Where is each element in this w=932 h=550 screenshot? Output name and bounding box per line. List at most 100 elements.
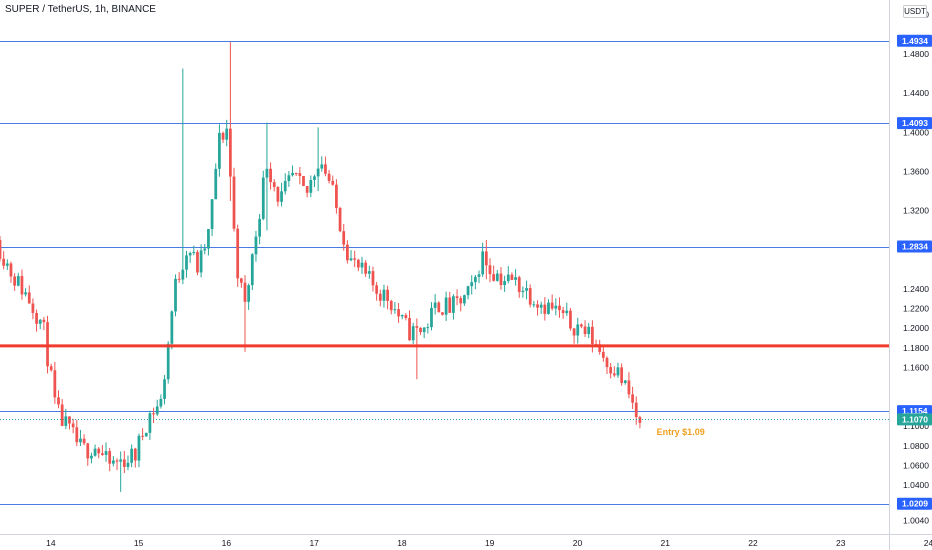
candle-body	[576, 324, 580, 336]
entry-annotation: Entry $1.09	[657, 427, 705, 437]
candle-body	[397, 309, 400, 317]
time-tick-label: 22	[748, 538, 758, 548]
candle-body	[590, 326, 594, 345]
candle-body	[463, 295, 466, 304]
price-badge-label: 1.4093	[902, 118, 928, 128]
candle-body	[499, 273, 503, 286]
candle-body	[623, 380, 627, 383]
candle-body	[324, 164, 327, 174]
candle-body	[269, 168, 272, 183]
candle-body	[444, 297, 448, 315]
time-tick-label: 19	[485, 538, 495, 548]
candle-body	[437, 302, 441, 313]
candle-body	[455, 296, 459, 299]
candle-body	[93, 448, 97, 456]
candle-body	[166, 343, 170, 380]
price-tick-label: 1.0600	[903, 460, 929, 470]
candle-body	[583, 326, 587, 335]
candle-body	[378, 293, 382, 301]
candle-body	[601, 351, 605, 358]
candle-body	[484, 251, 488, 266]
price-tick-label: 1.2200	[903, 304, 929, 314]
time-tick-label: 14	[46, 538, 56, 548]
candle-body	[367, 271, 371, 274]
candle-body	[207, 229, 210, 249]
candle-body	[199, 250, 203, 273]
price-badge-label: 1.4934	[902, 36, 928, 46]
price-tick-label: 1.0040	[903, 515, 929, 525]
candle-body	[101, 453, 104, 455]
candle-body	[0, 240, 2, 259]
candle-body	[543, 304, 547, 314]
time-tick-label: 16	[222, 538, 232, 548]
candle-body	[181, 269, 185, 280]
candles	[0, 42, 642, 492]
candle-body	[550, 302, 554, 309]
candle-body	[57, 397, 60, 405]
candle-body	[408, 317, 411, 341]
candle-body	[539, 304, 543, 308]
candle-body	[228, 128, 232, 177]
candle-body	[356, 259, 360, 268]
candle-body	[349, 258, 353, 261]
candle-body	[86, 443, 90, 459]
candle-body	[155, 406, 159, 415]
candle-body	[111, 460, 115, 464]
candle-body	[188, 253, 192, 256]
candle-body	[243, 282, 247, 302]
candle-body	[547, 302, 550, 314]
candle-body	[466, 286, 470, 296]
price-badge	[897, 413, 932, 426]
candle-body	[148, 413, 152, 433]
currency-selector[interactable]: USDT	[903, 5, 927, 18]
candle-body	[82, 438, 86, 444]
candle-body	[609, 367, 613, 374]
candle-body	[174, 278, 177, 312]
candle-body	[525, 288, 528, 291]
candle-body	[239, 278, 243, 283]
candle-body	[130, 448, 134, 463]
candle-body	[470, 282, 474, 287]
candle-body	[97, 448, 101, 454]
candle-body	[353, 258, 357, 260]
price-tick-label: 1.4800	[903, 49, 929, 59]
candle-body	[338, 207, 342, 232]
candle-body	[247, 285, 251, 302]
candle-body	[104, 451, 108, 455]
candle-body	[389, 300, 393, 311]
price-badge-label: 1.1154	[902, 406, 928, 416]
candle-body	[254, 236, 258, 255]
candle-body	[276, 186, 280, 202]
candle-body	[42, 319, 46, 323]
time-tick-label: 23	[836, 538, 846, 548]
price-tick-label: 1.4400	[903, 88, 929, 98]
price-tick-label: 1.3600	[903, 166, 929, 176]
candle-body	[192, 252, 196, 254]
candle-body	[2, 258, 6, 266]
time-axis[interactable]: 14 15 16 17 18 19 20 21 22 23 24	[46, 538, 932, 548]
candle-body	[342, 231, 346, 245]
price-tick-label: 1.4000	[903, 127, 929, 137]
candle-body	[448, 297, 452, 313]
time-tick-label: 20	[573, 538, 583, 548]
candle-body	[232, 176, 236, 229]
candle-body	[283, 181, 287, 192]
candle-body	[360, 262, 364, 268]
candle-body	[265, 168, 269, 178]
candle-body	[38, 319, 42, 324]
time-tick-label: 15	[134, 538, 144, 548]
price-tick-label: 1.2000	[903, 323, 929, 333]
candle-body	[473, 276, 477, 283]
candle-body	[452, 296, 455, 313]
price-tick-label: 1.1800	[903, 343, 929, 353]
candle-body	[477, 274, 481, 277]
candle-body	[185, 255, 188, 270]
horizontal-levels	[0, 41, 889, 505]
time-tick-label: 18	[397, 538, 407, 548]
candle-body	[214, 168, 218, 200]
candle-body	[221, 132, 225, 140]
candle-body	[126, 462, 130, 467]
candle-body	[419, 327, 422, 333]
time-tick-label: 24	[924, 538, 932, 548]
